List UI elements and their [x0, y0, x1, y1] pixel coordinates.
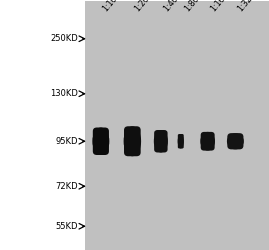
- Text: 1:1000: 1:1000: [101, 0, 126, 13]
- Ellipse shape: [155, 132, 167, 150]
- Text: 1:8000: 1:8000: [183, 0, 208, 13]
- Ellipse shape: [96, 133, 106, 150]
- FancyBboxPatch shape: [124, 126, 141, 156]
- FancyBboxPatch shape: [93, 128, 109, 155]
- FancyBboxPatch shape: [154, 130, 168, 152]
- Ellipse shape: [178, 135, 183, 147]
- Ellipse shape: [179, 137, 183, 145]
- Ellipse shape: [228, 134, 242, 148]
- Ellipse shape: [123, 126, 141, 156]
- Ellipse shape: [227, 133, 244, 149]
- FancyBboxPatch shape: [178, 134, 184, 148]
- Text: 130KD: 130KD: [50, 89, 78, 98]
- Ellipse shape: [230, 136, 240, 146]
- Text: 1:4000: 1:4000: [161, 0, 186, 13]
- Ellipse shape: [157, 134, 165, 148]
- Ellipse shape: [154, 130, 168, 152]
- Text: 55KD: 55KD: [55, 222, 78, 231]
- FancyBboxPatch shape: [227, 133, 243, 150]
- Ellipse shape: [178, 134, 184, 148]
- Text: 72KD: 72KD: [55, 182, 78, 191]
- Ellipse shape: [202, 134, 214, 149]
- Ellipse shape: [127, 132, 138, 150]
- FancyBboxPatch shape: [201, 132, 215, 150]
- Bar: [85, 1, 269, 250]
- Text: 1:2000: 1:2000: [133, 0, 158, 13]
- Ellipse shape: [203, 136, 212, 147]
- Text: 95KD: 95KD: [55, 137, 78, 146]
- Ellipse shape: [200, 132, 215, 150]
- Ellipse shape: [94, 130, 108, 152]
- Text: 1:16000: 1:16000: [208, 0, 236, 13]
- Text: 1:32000: 1:32000: [236, 0, 264, 13]
- Ellipse shape: [125, 129, 140, 154]
- Text: 250KD: 250KD: [50, 34, 78, 43]
- Ellipse shape: [93, 128, 109, 155]
